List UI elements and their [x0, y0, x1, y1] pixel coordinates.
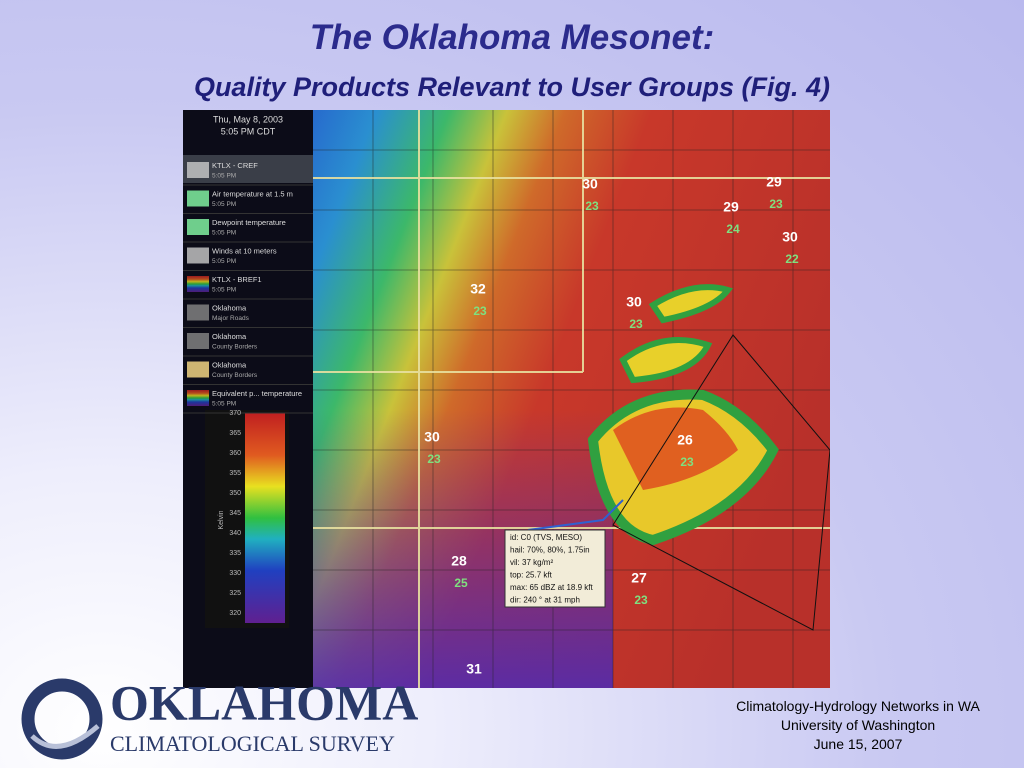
scale-tick: 335 [229, 550, 241, 557]
layer-name: Oklahoma [212, 332, 247, 341]
footer-line: University of Washington [780, 717, 936, 733]
scale-tick: 340 [229, 530, 241, 537]
station-temp: 30 [782, 229, 798, 245]
layer-sub: 5:05 PM [212, 173, 236, 180]
station-dew: 23 [585, 199, 599, 213]
sidebar-date: Thu, May 8, 2003 [213, 114, 283, 124]
station-temp: 30 [424, 429, 440, 445]
logo: OKLAHOMA CLIMATOLOGICAL SURVEY [21, 676, 418, 760]
logo-name: OKLAHOMA [110, 676, 418, 730]
footer: Climatology-Hydrology Networks in WA Uni… [690, 697, 1024, 754]
station-dew: 24 [726, 222, 740, 236]
station-dew: 22 [785, 252, 799, 266]
scale-tick: 325 [229, 590, 241, 597]
layer-icon [187, 190, 209, 207]
footer-line: Climatology-Hydrology Networks in WA [736, 698, 980, 714]
layer-icon [187, 276, 209, 292]
station-dew: 23 [629, 317, 643, 331]
station-temp: 30 [582, 176, 598, 192]
layer-icon [187, 219, 209, 235]
scale-tick: 320 [229, 610, 241, 617]
station-dew: 23 [680, 455, 694, 469]
station-dew: 25 [454, 576, 468, 590]
scale-tick: 350 [229, 490, 241, 497]
scale-tick: 330 [229, 570, 241, 577]
layer-name: Oklahoma [212, 360, 247, 369]
popup-line: hail: 70%, 80%, 1.75in [510, 546, 590, 555]
popup-line: top: 25.7 kft [510, 571, 553, 580]
scale-label: Kelvin [218, 510, 225, 529]
station-temp: 26 [677, 432, 693, 448]
scale-tick: 365 [229, 430, 241, 437]
subtitle: Quality Products Relevant to User Groups… [193, 72, 831, 102]
popup-line: max: 65 dBZ at 18.9 kft [510, 583, 593, 592]
station-dew: 23 [473, 304, 487, 318]
station-temp: 31 [466, 661, 482, 677]
station-temp: 30 [626, 294, 642, 310]
station-dew: 23 [634, 593, 648, 607]
layer-sub: 5:05 PM [212, 401, 236, 408]
layer-name: KTLX - BREF1 [212, 275, 262, 284]
station-temp: 29 [723, 199, 739, 215]
popup-line: id: C0 (TVS, MESO) [510, 533, 582, 542]
layer-sub: 5:05 PM [212, 230, 236, 237]
layer-sub: County Borders [212, 344, 258, 351]
scale-tick: 355 [229, 470, 241, 477]
layer-name: Equivalent p... temperature [212, 389, 302, 398]
layer-icon [187, 247, 209, 264]
layer-name: Oklahoma [212, 303, 247, 312]
layer-sub: 5:05 PM [212, 287, 236, 294]
popup-line: dir: 240 ° at 31 mph [510, 596, 580, 605]
popup-line: vil: 37 kg/m² [510, 558, 553, 567]
layer-name: Dewpoint temperature [212, 218, 286, 227]
station-dew: 23 [769, 197, 783, 211]
radar-map: Thu, May 8, 2003 5:05 PM CDT KTLX - CREF 5:… [183, 110, 830, 688]
layer-name: Air temperature at 1.5 m [212, 189, 293, 198]
layer-sub: 5:05 PM [212, 258, 236, 265]
layer-name: KTLX - CREF [212, 161, 258, 170]
station-temp: 27 [631, 570, 647, 586]
scale-tick: 345 [229, 510, 241, 517]
layer-icon [187, 304, 209, 321]
station-dew: 23 [427, 452, 441, 466]
layer-sub: Major Roads [212, 315, 250, 322]
layer-icon [187, 333, 209, 349]
station-temp: 28 [451, 553, 467, 569]
layer-icon [187, 361, 209, 378]
scale-tick: 370 [229, 410, 241, 417]
layer-icon [187, 390, 209, 406]
footer-line: June 15, 2007 [813, 736, 903, 752]
layer-sub: 5:05 PM [212, 201, 236, 208]
station-temp: 29 [766, 174, 782, 190]
title: The Oklahoma Mesonet: [309, 18, 715, 57]
logo-sub: CLIMATOLOGICAL SURVEY [110, 731, 395, 756]
scale-tick: 360 [229, 450, 241, 457]
layer-icon [187, 162, 209, 178]
station-temp: 32 [470, 281, 486, 297]
layer-sub: County Borders [212, 372, 258, 379]
sidebar-time: 5:05 PM CDT [221, 126, 276, 136]
layer-name: Winds at 10 meters [212, 246, 277, 255]
